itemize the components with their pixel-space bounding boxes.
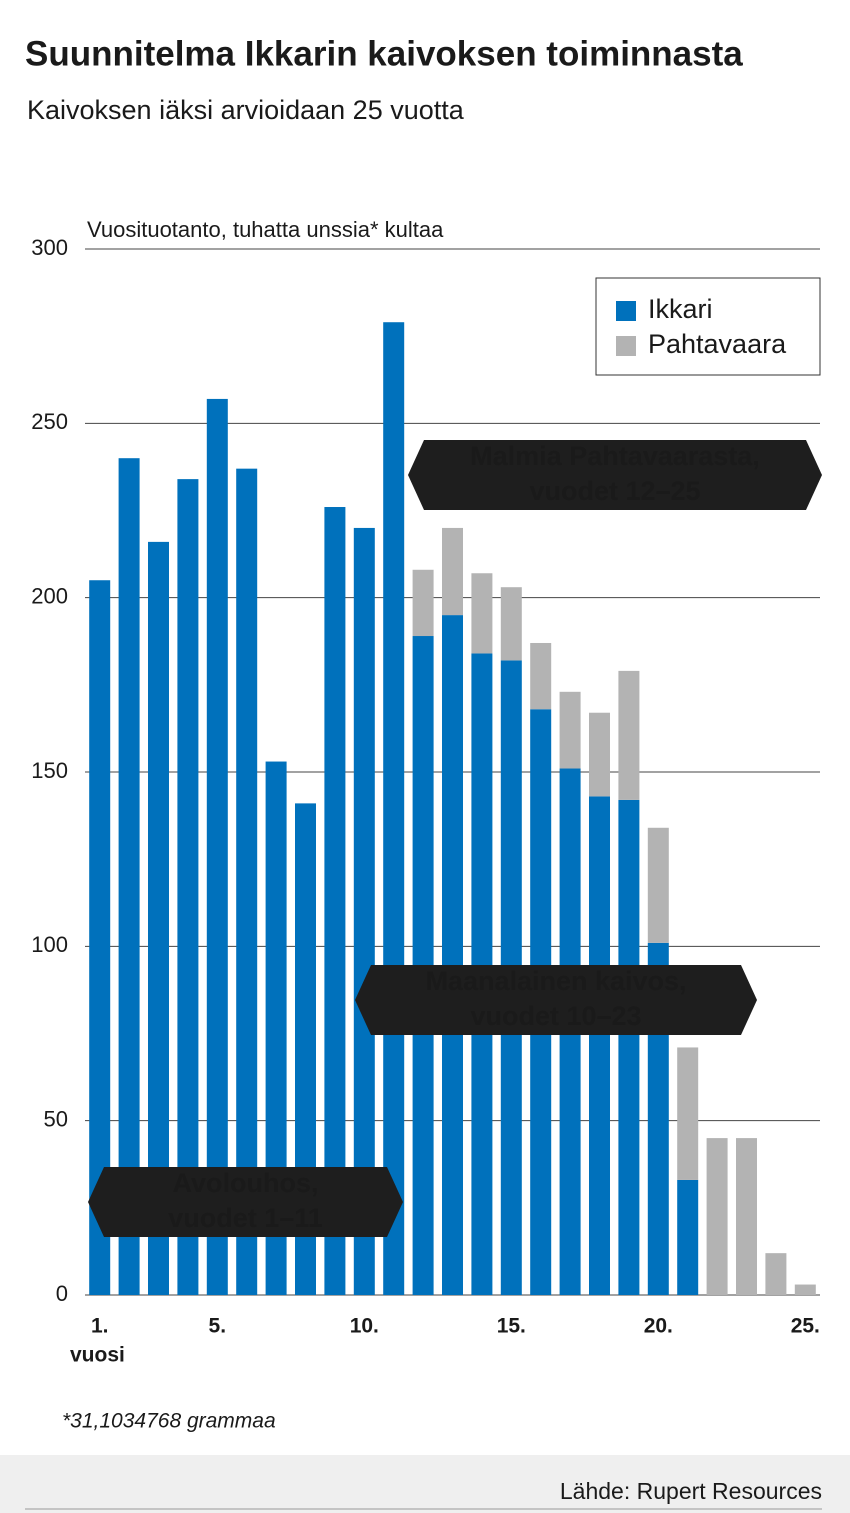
bar-segment (89, 580, 111, 1295)
x-tick-label: 10. (350, 1315, 379, 1338)
annotation-banner (408, 440, 822, 510)
legend-swatch (616, 301, 636, 321)
legend-swatch (616, 336, 636, 356)
bar-segment (236, 468, 258, 1295)
bar-segment (177, 479, 199, 1295)
legend-box (595, 277, 821, 376)
x-tick-label: 15. (497, 1315, 526, 1338)
annotation-text: vuodet 1–11 (168, 1203, 323, 1233)
bar-segment (677, 1179, 699, 1295)
legend-label: Pahtavaara (648, 329, 787, 359)
bar-segment (647, 827, 669, 943)
bar-segment (618, 799, 640, 1295)
bar-segment (589, 712, 610, 797)
bar-segment (383, 322, 405, 1296)
bar-segment (353, 527, 375, 1295)
y-tick-label: 50 (44, 1106, 68, 1131)
y-tick-label: 100 (31, 932, 68, 957)
x-tick-label: 1. (91, 1315, 109, 1338)
bar-segment (618, 670, 640, 800)
y-tick-label: 250 (31, 409, 68, 434)
bar-segment (206, 398, 228, 1296)
bar-segment (530, 642, 552, 710)
footer-band (0, 1455, 850, 1513)
y-tick-label: 200 (31, 583, 68, 608)
bar-segment (324, 507, 346, 1296)
chart-subtitle: Kaivoksen iäksi arvioidaan 25 vuotta (27, 95, 465, 125)
x-tick-label: 25. (791, 1315, 820, 1338)
x-tick-label: 20. (644, 1315, 673, 1338)
bar-segment (589, 796, 610, 1295)
y-tick-label: 150 (31, 758, 68, 783)
bar-segment (559, 691, 581, 769)
source: Lähde: Rupert Resources (560, 1478, 822, 1504)
footnote: *31,1034768 grammaa (62, 1410, 276, 1433)
annotation-text: vuodet 10–23 (470, 1001, 641, 1031)
bar-segment (148, 541, 169, 1295)
y-tick-label: 0 (56, 1281, 68, 1306)
x-tick-label: 5. (209, 1315, 227, 1338)
x-axis-title: vuosi (70, 1344, 125, 1367)
bar-segment (794, 1284, 816, 1295)
annotation-text: Avolouhos, (173, 1168, 319, 1198)
bar-segment (677, 1047, 699, 1180)
bar-segment (706, 1138, 728, 1295)
annotation-text: Maanalainen kaivos, (425, 966, 686, 996)
bar-segment (442, 615, 463, 1295)
y-axis-title: Vuosituotanto, tuhatta unssia* kultaa (87, 217, 444, 242)
bar-segment (265, 761, 287, 1295)
annotation-banner (355, 965, 757, 1035)
bar-segment (500, 587, 522, 661)
annotation-text: vuodet 12–25 (529, 476, 700, 506)
chart-title: Suunnitelma Ikkarin kaivoksen toiminnast… (25, 34, 743, 73)
annotation-banner (88, 1167, 403, 1237)
bar-segment (412, 569, 434, 637)
bar-segment (442, 527, 463, 616)
bar-segment (765, 1253, 787, 1295)
bar-segment (471, 573, 493, 654)
bar-segment (118, 458, 140, 1295)
y-tick-label: 300 (31, 235, 68, 260)
legend-label: Ikkari (648, 294, 713, 324)
bar-segment (736, 1138, 757, 1295)
annotation-text: Malmia Pahtavaarasta, (470, 441, 760, 471)
